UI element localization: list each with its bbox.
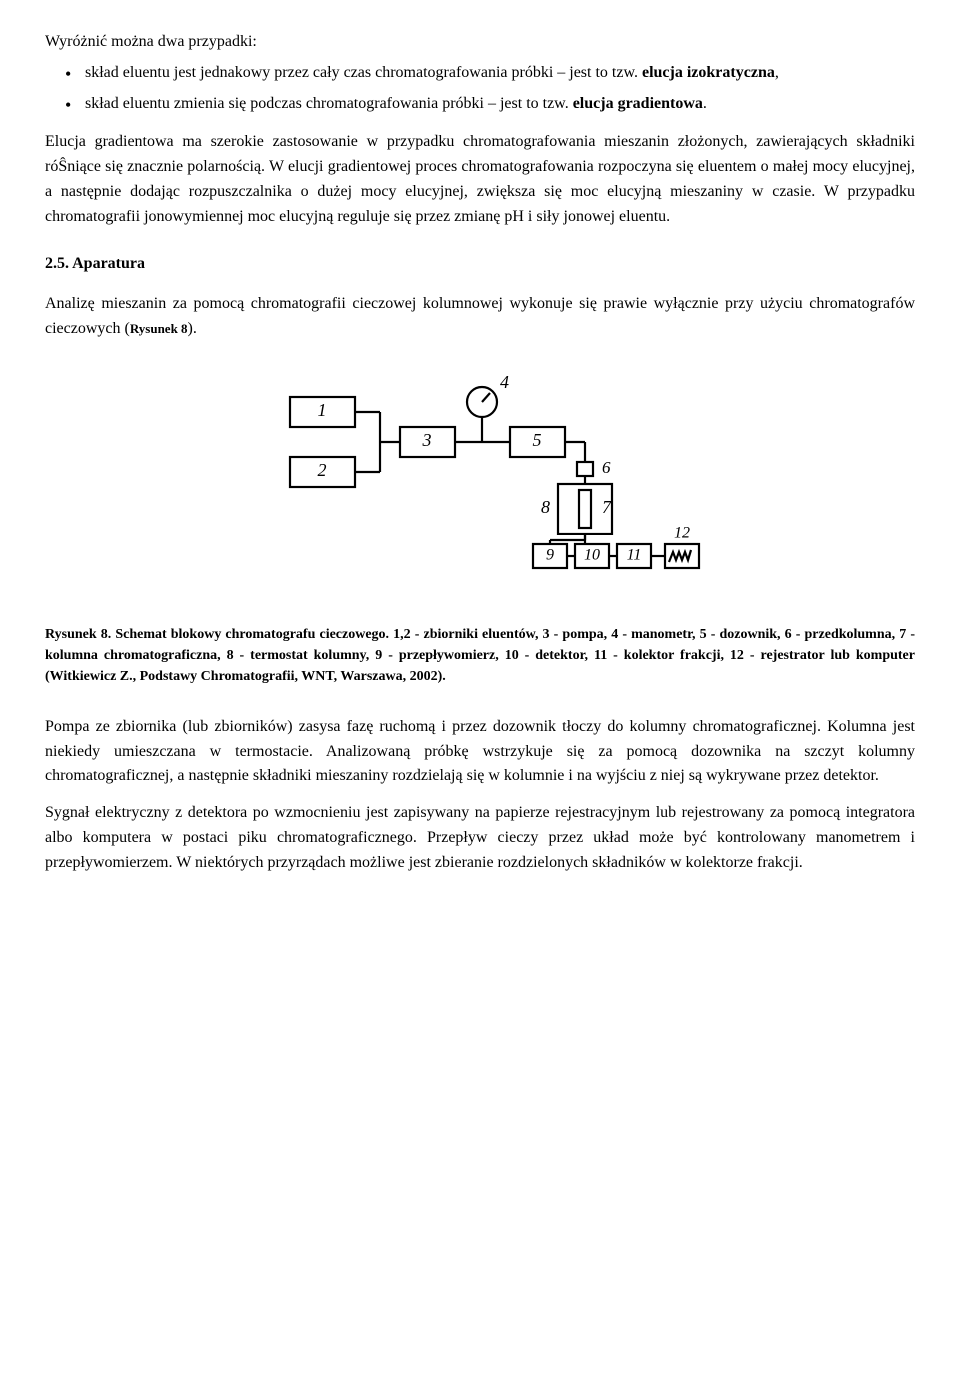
paragraph-2: Analizę mieszanin za pomocą chromatograf… [45, 292, 915, 342]
svg-text:12: 12 [674, 525, 690, 542]
svg-text:9: 9 [546, 547, 554, 564]
svg-text:6: 6 [602, 458, 611, 477]
paragraph-1: Elucja gradientowa ma szerokie zastosowa… [45, 130, 915, 229]
svg-text:2: 2 [318, 460, 327, 480]
bullet2-text-a: skład eluentu zmienia się podczas chroma… [85, 95, 573, 112]
para2-b: ). [188, 320, 197, 337]
bullet-item-2: skład eluentu zmienia się podczas chroma… [45, 92, 915, 117]
svg-text:4: 4 [500, 372, 509, 392]
svg-text:1: 1 [318, 400, 327, 420]
bullet-list: skład eluentu jest jednakowy przez cały … [45, 61, 915, 117]
bullet1-text-a: skład eluentu jest jednakowy przez cały … [85, 64, 642, 81]
chromatograph-diagram: 12345687999101112 [250, 362, 710, 587]
bullet-item-1: skład eluentu jest jednakowy przez cały … [45, 61, 915, 86]
section-heading: 2.5. Aparatura [45, 252, 915, 277]
intro-line: Wyróżnić można dwa przypadki: [45, 30, 915, 55]
bullet2-bold: elucja gradientowa [573, 95, 703, 112]
svg-text:10: 10 [584, 547, 600, 564]
bullet1-bold: elucja izokratyczna [642, 64, 775, 81]
svg-text:7: 7 [602, 497, 612, 517]
figure-8: 12345687999101112 [45, 362, 915, 596]
bullet1-text-c: , [775, 64, 779, 81]
bullet2-text-c: . [703, 95, 707, 112]
svg-text:11: 11 [627, 547, 642, 564]
svg-text:8: 8 [541, 497, 550, 517]
figure-caption: Rysunek 8. Schemat blokowy chromatografu… [45, 624, 915, 687]
svg-text:3: 3 [422, 430, 432, 450]
paragraph-4: Sygnał elektryczny z detektora po wzmocn… [45, 801, 915, 875]
paragraph-3: Pompa ze zbiornika (lub zbiorników) zasy… [45, 715, 915, 789]
svg-text:5: 5 [533, 430, 542, 450]
para2-ref: Rysunek 8 [130, 321, 188, 336]
